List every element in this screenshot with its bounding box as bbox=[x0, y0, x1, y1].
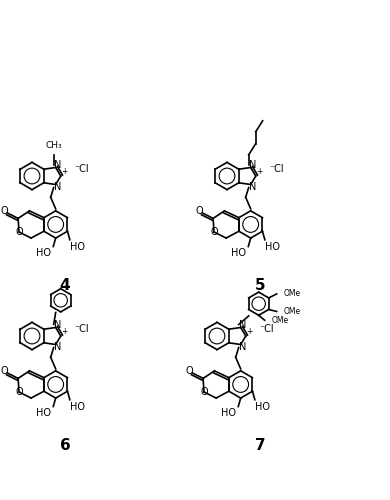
Text: O: O bbox=[15, 227, 23, 237]
Text: O: O bbox=[195, 206, 203, 216]
Text: HO: HO bbox=[70, 402, 85, 411]
Text: O: O bbox=[15, 387, 23, 397]
Text: +: + bbox=[257, 166, 263, 175]
Text: HO: HO bbox=[265, 242, 280, 252]
Text: O: O bbox=[185, 366, 193, 376]
Text: +: + bbox=[62, 166, 68, 175]
Text: HO: HO bbox=[70, 242, 85, 252]
Text: N: N bbox=[54, 182, 61, 192]
Text: ⁻Cl: ⁻Cl bbox=[75, 324, 89, 334]
Text: HO: HO bbox=[36, 248, 51, 258]
Text: 4: 4 bbox=[60, 278, 70, 292]
Text: OMe: OMe bbox=[272, 316, 289, 325]
Text: N: N bbox=[239, 342, 246, 352]
Text: N: N bbox=[249, 160, 256, 170]
Text: O: O bbox=[0, 366, 8, 376]
Text: HO: HO bbox=[255, 402, 270, 411]
Text: +: + bbox=[246, 326, 253, 336]
Text: HO: HO bbox=[221, 408, 236, 418]
Text: CH₃: CH₃ bbox=[45, 142, 62, 150]
Text: N: N bbox=[239, 320, 246, 330]
Text: HO: HO bbox=[231, 248, 246, 258]
Text: 6: 6 bbox=[60, 438, 70, 452]
Text: OMe: OMe bbox=[284, 290, 301, 298]
Text: N: N bbox=[54, 342, 61, 352]
Text: O: O bbox=[0, 206, 8, 216]
Text: ⁻Cl: ⁻Cl bbox=[270, 164, 284, 174]
Text: OMe: OMe bbox=[284, 307, 301, 316]
Text: N: N bbox=[249, 182, 256, 192]
Text: ⁻Cl: ⁻Cl bbox=[75, 164, 89, 174]
Text: ⁻Cl: ⁻Cl bbox=[260, 324, 275, 334]
Text: O: O bbox=[210, 227, 218, 237]
Text: 7: 7 bbox=[255, 438, 265, 452]
Text: O: O bbox=[200, 387, 208, 397]
Text: +: + bbox=[62, 326, 68, 336]
Text: N: N bbox=[54, 160, 61, 170]
Text: 5: 5 bbox=[255, 278, 265, 292]
Text: HO: HO bbox=[36, 408, 51, 418]
Text: N: N bbox=[54, 320, 61, 330]
